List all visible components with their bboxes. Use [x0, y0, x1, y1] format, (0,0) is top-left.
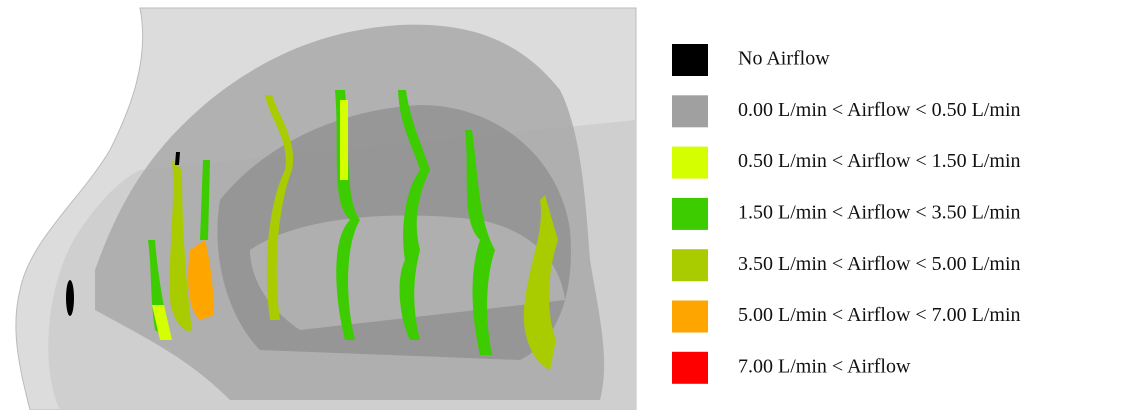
legend-label: No Airflow: [738, 48, 830, 70]
legend-swatch: [672, 197, 708, 230]
legend-label: 5.00 L/min < Airflow < 7.00 L/min: [738, 304, 1021, 326]
legend-label: 3.50 L/min < Airflow < 5.00 L/min: [738, 253, 1021, 275]
legend-swatch: [672, 95, 708, 128]
legend-label: 0.00 L/min < Airflow < 0.50 L/min: [738, 99, 1021, 121]
legend-label: 1.50 L/min < Airflow < 3.50 L/min: [738, 201, 1021, 223]
nasal-render: [15, 7, 637, 410]
legend-label: 0.50 L/min < Airflow < 1.50 L/min: [738, 150, 1021, 172]
legend-swatch: [672, 146, 708, 179]
legend-swatch: [672, 300, 708, 333]
legend-label: 7.00 L/min < Airflow: [738, 355, 911, 377]
legend: No Airflow 0.00 L/min < Airflow < 0.50 L/…: [672, 44, 1021, 384]
legend-swatch: [672, 249, 708, 282]
legend-swatch: [672, 351, 708, 384]
legend-swatch: [672, 44, 708, 76]
